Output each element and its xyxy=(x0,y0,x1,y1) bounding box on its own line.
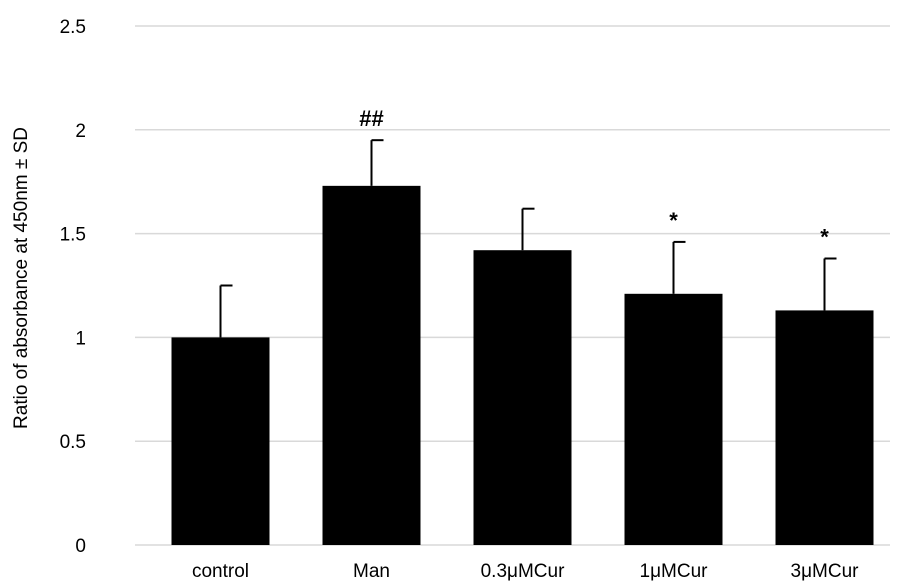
bar xyxy=(322,185,421,546)
bar xyxy=(473,250,572,545)
y-axis-ticks: 0 0.5 1 1.5 2 2.5 xyxy=(60,17,86,557)
significance-mark: ## xyxy=(359,106,383,131)
error-bars xyxy=(219,139,837,338)
x-category-label: 1μMCur xyxy=(640,561,709,581)
bars xyxy=(171,185,874,546)
x-category-label: Man xyxy=(353,561,390,581)
y-tick-label: 1 xyxy=(75,328,86,349)
x-axis-category-labels: control Man 0.3μMCur 1μMCur 3μMCur xyxy=(192,561,859,581)
bar xyxy=(775,310,874,545)
significance-mark: * xyxy=(669,208,678,233)
x-category-label: 0.3μMCur xyxy=(481,561,565,581)
significance-annotations: ## * * xyxy=(359,106,829,249)
y-axis-label: Ratio of absorbance at 450nm ± SD xyxy=(11,127,32,429)
y-tick-label: 0 xyxy=(75,536,86,557)
bar xyxy=(624,293,723,545)
x-category-label: 3μMCur xyxy=(791,561,860,581)
bar xyxy=(171,337,270,545)
y-tick-label: 0.5 xyxy=(60,432,86,453)
y-tick-label: 1.5 xyxy=(60,225,86,246)
y-tick-label: 2 xyxy=(75,121,86,142)
significance-mark: * xyxy=(820,225,829,250)
x-category-label: control xyxy=(192,561,249,581)
y-tick-label: 2.5 xyxy=(60,17,86,38)
